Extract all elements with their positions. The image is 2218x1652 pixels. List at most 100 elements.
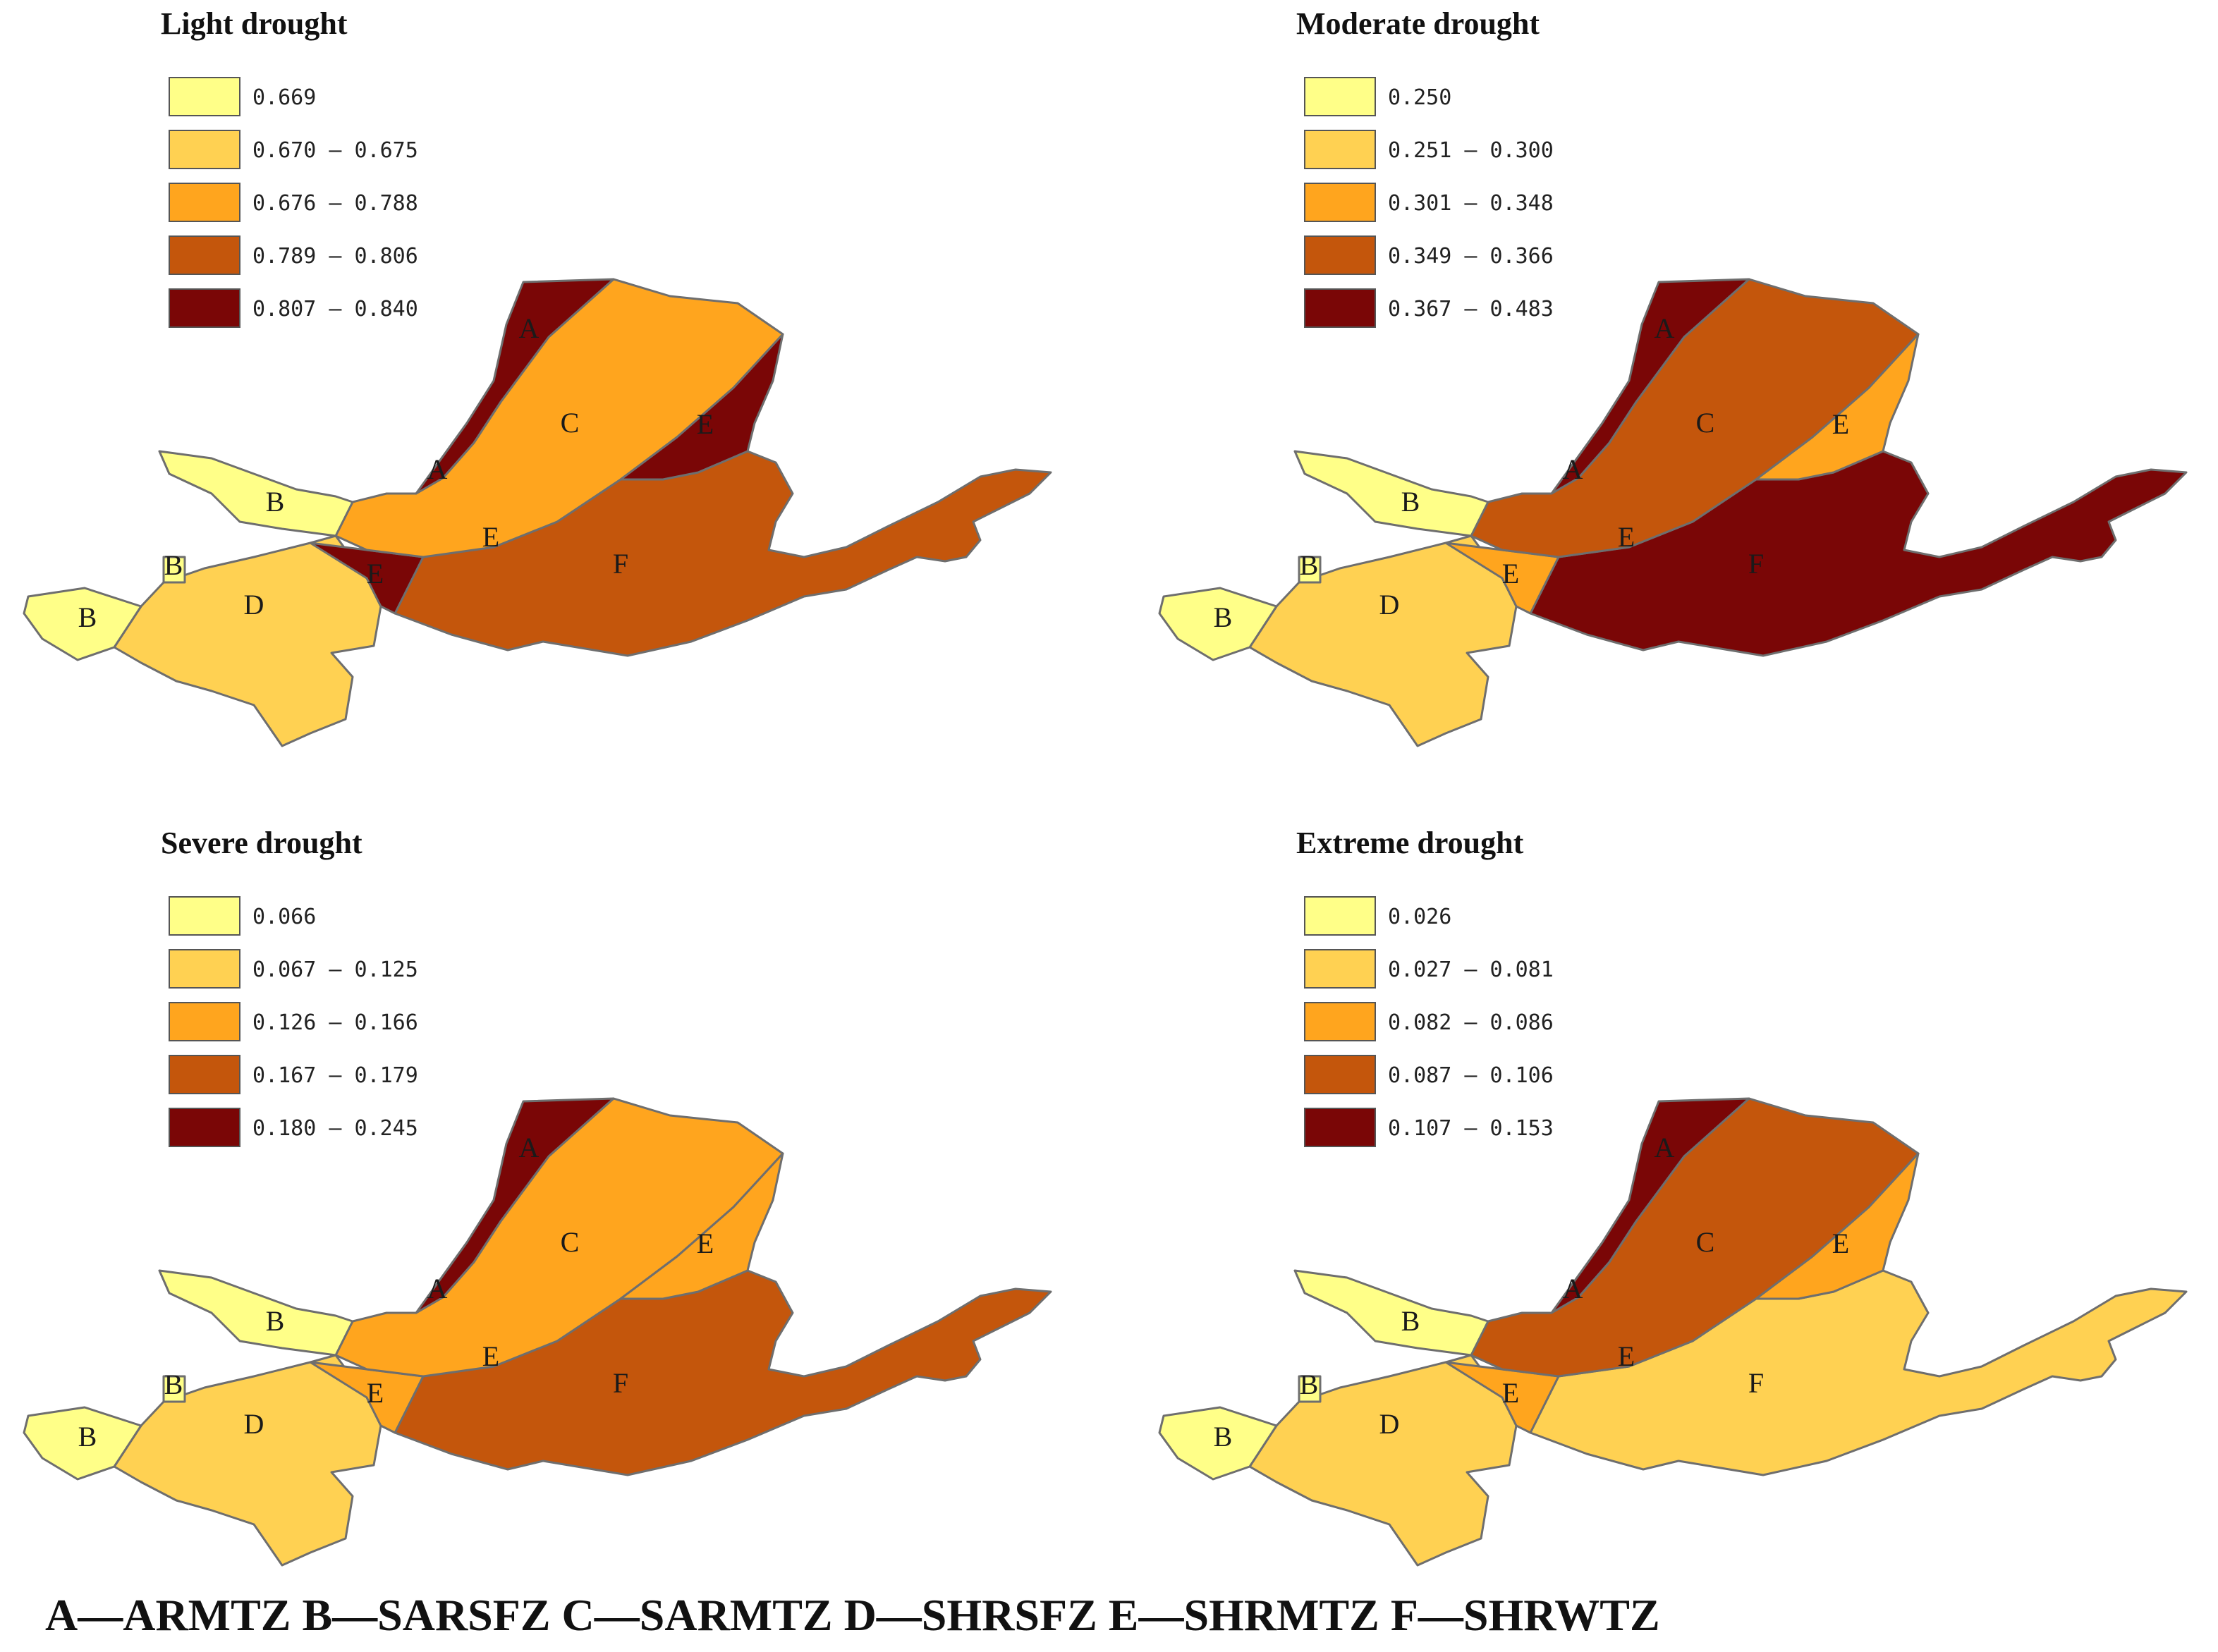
map-panels: Light drought 0.669 0.670 – 0.675 0.676 – 0… bbox=[23, 6, 2188, 1567]
zone-letter-label: E bbox=[1618, 1340, 1635, 1372]
legend-swatch bbox=[169, 949, 240, 989]
zone-letter-label: E bbox=[1618, 521, 1635, 553]
zone-region-d bbox=[1248, 1354, 1518, 1567]
legend-label: 0.349 – 0.366 bbox=[1388, 244, 1554, 269]
zone-region-f bbox=[394, 450, 1052, 657]
zone-letter-label: D bbox=[244, 589, 264, 620]
map-title: Moderate drought bbox=[1296, 6, 1540, 41]
zone-region-a bbox=[415, 278, 615, 495]
zone-region-f bbox=[394, 1269, 1052, 1476]
zone-region-f bbox=[1529, 1269, 2188, 1476]
legend-label: 0.676 – 0.788 bbox=[252, 191, 418, 216]
legend-swatch bbox=[1304, 183, 1376, 222]
legend-swatch bbox=[169, 77, 240, 116]
map-title: Severe drought bbox=[161, 826, 362, 860]
legend-swatch bbox=[1304, 1055, 1376, 1094]
zone-region-b bbox=[158, 1269, 354, 1357]
zone-region-f bbox=[1529, 450, 2188, 657]
legend-swatch bbox=[169, 1108, 240, 1147]
zone-letter-label: A bbox=[1563, 453, 1583, 485]
zone-letter-label: B bbox=[266, 486, 285, 518]
zone-caption: A—ARMTZ B—SARSFZ C—SARMTZ D—SHRSFZ E—SHR… bbox=[45, 1590, 1660, 1640]
legend-label: 0.180 – 0.245 bbox=[252, 1116, 418, 1141]
zone-region-e-north bbox=[1755, 1152, 1920, 1300]
zone-letter-label: E bbox=[697, 1228, 714, 1259]
legend-swatch bbox=[1304, 235, 1376, 275]
zone-letter-label: B bbox=[1401, 1305, 1420, 1337]
map-panel-extreme-drought: Extreme drought 0.026 0.027 – 0.081 0.082 –… bbox=[1158, 826, 2188, 1567]
zone-region-b bbox=[23, 587, 142, 661]
zone-letter-label: E bbox=[482, 1340, 499, 1372]
legend-label: 0.066 bbox=[252, 905, 316, 929]
legend-label: 0.367 – 0.483 bbox=[1388, 297, 1554, 322]
zone-letter-label: F bbox=[1748, 1367, 1764, 1399]
zone-region-e-north bbox=[1755, 333, 1920, 481]
zone-letter-label: B bbox=[78, 1421, 97, 1452]
zone-letter-label: F bbox=[1748, 548, 1764, 580]
zone-letter-label: A bbox=[1563, 1273, 1583, 1304]
zone-letter-label: B bbox=[164, 549, 183, 581]
zone-letter-label: B bbox=[1214, 601, 1233, 633]
zone-letter-label: B bbox=[1300, 1369, 1319, 1400]
zone-letter-label: D bbox=[244, 1408, 264, 1440]
zone-region-d bbox=[113, 534, 382, 747]
zone-region-a bbox=[1550, 278, 1750, 495]
legend-swatch bbox=[1304, 896, 1376, 936]
zone-letter-label: E bbox=[1502, 1377, 1519, 1409]
zone-region-b bbox=[158, 450, 354, 537]
legend-label: 0.251 – 0.300 bbox=[1388, 138, 1554, 163]
zone-letter-label: C bbox=[561, 1226, 580, 1258]
legend-swatch bbox=[169, 183, 240, 222]
zone-letter-label: F bbox=[613, 1367, 628, 1399]
legend-swatch bbox=[1304, 949, 1376, 989]
legend-label: 0.082 – 0.086 bbox=[1388, 1010, 1554, 1035]
legend-swatch bbox=[1304, 130, 1376, 169]
legend-label: 0.126 – 0.166 bbox=[252, 1010, 418, 1035]
map-panel-moderate-drought: Moderate drought 0.250 0.251 – 0.300 0.301 … bbox=[1158, 6, 2188, 747]
zone-letter-label: A bbox=[1655, 312, 1675, 344]
zone-region-b bbox=[1158, 587, 1278, 661]
zone-letter-label: E bbox=[1832, 1228, 1849, 1259]
zone-letter-label: A bbox=[427, 1273, 448, 1304]
legend-label: 0.067 – 0.125 bbox=[252, 957, 418, 982]
legend-label: 0.301 – 0.348 bbox=[1388, 191, 1554, 216]
map-panel-light-drought: Light drought 0.669 0.670 – 0.675 0.676 – 0… bbox=[23, 6, 1052, 747]
zone-region-d bbox=[113, 1354, 382, 1567]
zone-letter-label: E bbox=[697, 408, 714, 440]
zone-letter-label: E bbox=[482, 521, 499, 553]
legend-swatch bbox=[169, 288, 240, 328]
zone-letter-label: B bbox=[266, 1305, 285, 1337]
zone-letter-label: A bbox=[427, 453, 448, 485]
zone-region-a bbox=[1550, 1097, 1750, 1314]
zone-region-b bbox=[1298, 556, 1322, 584]
zone-letter-label: C bbox=[1696, 407, 1715, 439]
zone-letter-label: F bbox=[613, 548, 628, 580]
legend-swatch bbox=[169, 235, 240, 275]
zone-letter-label: B bbox=[1300, 549, 1319, 581]
legend-swatch bbox=[169, 1055, 240, 1094]
zone-letter-label: D bbox=[1379, 1408, 1400, 1440]
zone-letter-label: B bbox=[164, 1369, 183, 1400]
zone-letter-label: A bbox=[519, 312, 540, 344]
map-title: Light drought bbox=[161, 6, 348, 41]
zone-letter-label: E bbox=[1502, 558, 1519, 589]
legend-swatch bbox=[1304, 77, 1376, 116]
map-panel-severe-drought: Severe drought 0.066 0.067 – 0.125 0.126 – … bbox=[23, 826, 1052, 1567]
legend-label: 0.167 – 0.179 bbox=[252, 1063, 418, 1088]
legend-label: 0.027 – 0.081 bbox=[1388, 957, 1554, 982]
legend-label: 0.107 – 0.153 bbox=[1388, 1116, 1554, 1141]
zone-region-b bbox=[1158, 1406, 1278, 1481]
legend-swatch bbox=[169, 896, 240, 936]
legend-swatch bbox=[1304, 288, 1376, 328]
legend-swatch bbox=[169, 130, 240, 169]
legend-label: 0.670 – 0.675 bbox=[252, 138, 418, 163]
zone-region-a bbox=[415, 1097, 615, 1314]
zone-letter-label: E bbox=[1832, 408, 1849, 440]
zone-region-b bbox=[23, 1406, 142, 1481]
zone-letter-label: C bbox=[1696, 1226, 1715, 1258]
zone-region-b bbox=[1293, 450, 1489, 537]
zone-letter-label: B bbox=[1401, 486, 1420, 518]
legend-label: 0.026 bbox=[1388, 905, 1451, 929]
zone-letter-label: B bbox=[1214, 1421, 1233, 1452]
legend-swatch bbox=[1304, 1002, 1376, 1041]
